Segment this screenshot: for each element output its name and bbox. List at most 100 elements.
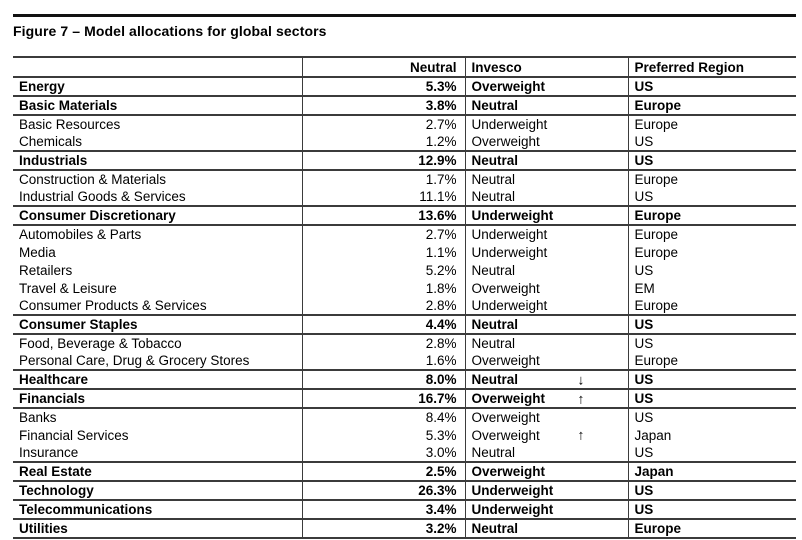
neutral-weight-cell: 8.4% bbox=[301, 408, 465, 426]
preferred-region-cell: Japan bbox=[627, 462, 796, 481]
preferred-region-cell: US bbox=[627, 261, 796, 279]
invesco-position-label: Overweight bbox=[471, 464, 546, 479]
preferred-region-cell: US bbox=[627, 133, 796, 151]
table-row: Financials 16.7% Overweight ↑ US bbox=[13, 389, 796, 408]
arrow-up-icon: ↑ bbox=[577, 390, 585, 407]
table-row: Insurance 3.0% Neutral US bbox=[13, 444, 796, 462]
invesco-position-label: Neutral bbox=[471, 336, 516, 351]
invesco-position-label: Overweight bbox=[471, 410, 540, 425]
table-row: Industrials 12.9% Neutral US bbox=[13, 151, 796, 170]
table-row: Food, Beverage & Tobacco 2.8% Neutral US bbox=[13, 334, 796, 352]
preferred-region-cell: US bbox=[627, 77, 796, 96]
invesco-position-label: Overweight bbox=[471, 280, 540, 296]
table-row: Banks 8.4% Overweight US bbox=[13, 408, 796, 426]
sector-cell: Energy bbox=[19, 79, 65, 94]
neutral-weight-cell: 5.2% bbox=[301, 261, 465, 279]
invesco-position-label: Neutral bbox=[471, 372, 519, 387]
neutral-weight-cell: 5.3% bbox=[301, 426, 465, 444]
sector-cell: Industrial Goods & Services bbox=[19, 189, 186, 204]
neutral-weight-cell: 2.7% bbox=[301, 225, 465, 243]
table-row: Real Estate 2.5% Overweight Japan bbox=[13, 462, 796, 481]
sector-cell: Consumer Products & Services bbox=[19, 298, 207, 313]
preferred-region-cell: US bbox=[627, 334, 796, 352]
preferred-region-cell: US bbox=[627, 151, 796, 170]
preferred-region-cell: Europe bbox=[627, 115, 796, 133]
preferred-region-cell: US bbox=[627, 389, 796, 408]
invesco-position-label: Underweight bbox=[471, 208, 554, 223]
invesco-position-cell: Neutral bbox=[464, 444, 628, 462]
preferred-region-cell: Europe bbox=[627, 170, 796, 188]
invesco-position-label: Neutral bbox=[471, 262, 516, 278]
table-row: Travel & Leisure 1.8% Overweight EM bbox=[13, 279, 796, 297]
table-row: Consumer Discretionary 13.6% Underweight… bbox=[13, 206, 796, 225]
sector-cell: Consumer Discretionary bbox=[19, 208, 176, 223]
neutral-weight-cell: 3.4% bbox=[301, 500, 465, 519]
sector-cell: Telecommunications bbox=[19, 502, 153, 517]
invesco-position-cell: Underweight bbox=[464, 115, 628, 133]
table-row: Technology 26.3% Underweight US bbox=[13, 481, 796, 500]
invesco-position-label: Neutral bbox=[471, 521, 519, 536]
sector-cell: Financial Services bbox=[19, 427, 129, 443]
sector-cell: Utilities bbox=[19, 521, 68, 536]
invesco-position-label: Underweight bbox=[471, 244, 548, 260]
arrow-up-icon: ↑ bbox=[577, 426, 585, 443]
invesco-position-label: Neutral bbox=[471, 189, 516, 204]
table-body: Energy 5.3% Overweight US Basic Material… bbox=[13, 77, 796, 538]
neutral-weight-cell: 5.3% bbox=[301, 77, 465, 96]
sector-cell: Financials bbox=[19, 391, 86, 406]
invesco-position-label: Underweight bbox=[471, 298, 548, 313]
invesco-position-label: Overweight bbox=[471, 427, 540, 443]
sector-cell: Healthcare bbox=[19, 372, 89, 387]
neutral-weight-cell: 1.7% bbox=[301, 170, 465, 188]
table-row: Financial Services 5.3% Overweight ↑ Jap… bbox=[13, 426, 796, 444]
invesco-position-label: Neutral bbox=[471, 445, 516, 460]
table-row: Personal Care, Drug & Grocery Stores 1.6… bbox=[13, 352, 796, 370]
sector-cell: Media bbox=[19, 244, 56, 260]
table-row: Chemicals 1.2% Overweight US bbox=[13, 133, 796, 151]
neutral-weight-cell: 13.6% bbox=[301, 206, 465, 225]
table-row: Automobiles & Parts 2.7% Underweight Eur… bbox=[13, 225, 796, 243]
sector-cell: Basic Resources bbox=[19, 117, 121, 132]
sector-cell: Real Estate bbox=[19, 464, 92, 479]
table-row: Energy 5.3% Overweight US bbox=[13, 77, 796, 96]
preferred-region-cell: Europe bbox=[627, 519, 796, 538]
top-rule-divider bbox=[13, 14, 796, 17]
sector-cell: Technology bbox=[19, 483, 94, 498]
invesco-position-label: Neutral bbox=[471, 153, 519, 168]
preferred-region-cell: Japan bbox=[627, 426, 796, 444]
invesco-position-cell: Underweight bbox=[464, 481, 628, 500]
invesco-position-cell: Neutral ↓ bbox=[464, 370, 628, 389]
neutral-weight-cell: 2.8% bbox=[301, 334, 465, 352]
preferred-region-cell: Europe bbox=[627, 297, 796, 315]
invesco-position-cell: Underweight bbox=[464, 206, 628, 225]
table-header-row: Neutral Invesco Preferred Region bbox=[13, 57, 796, 77]
invesco-position-cell: Neutral bbox=[464, 170, 628, 188]
preferred-region-cell: US bbox=[627, 408, 796, 426]
neutral-weight-cell: 12.9% bbox=[301, 151, 465, 170]
neutral-weight-cell: 2.8% bbox=[301, 297, 465, 315]
preferred-region-cell: Europe bbox=[627, 243, 796, 261]
invesco-position-cell: Overweight ↑ bbox=[464, 426, 628, 444]
preferred-region-cell: Europe bbox=[627, 225, 796, 243]
sector-cell: Automobiles & Parts bbox=[19, 227, 142, 242]
neutral-weight-cell: 1.8% bbox=[301, 279, 465, 297]
sector-cell: Food, Beverage & Tobacco bbox=[19, 336, 182, 351]
invesco-position-label: Neutral bbox=[471, 317, 519, 332]
column-header-invesco: Invesco bbox=[464, 57, 628, 77]
invesco-position-label: Underweight bbox=[471, 502, 554, 517]
preferred-region-cell: US bbox=[627, 188, 796, 206]
sector-cell: Consumer Staples bbox=[19, 317, 138, 332]
sector-cell: Basic Materials bbox=[19, 98, 118, 113]
sector-cell: Insurance bbox=[19, 445, 79, 460]
preferred-region-cell: US bbox=[627, 500, 796, 519]
invesco-position-cell: Overweight bbox=[464, 77, 628, 96]
neutral-weight-cell: 3.2% bbox=[301, 519, 465, 538]
invesco-position-label: Neutral bbox=[471, 172, 516, 187]
column-header-sector bbox=[13, 57, 302, 77]
preferred-region-cell: US bbox=[627, 481, 796, 500]
sector-cell: Personal Care, Drug & Grocery Stores bbox=[19, 353, 250, 368]
table-row: Industrial Goods & Services 11.1% Neutra… bbox=[13, 188, 796, 206]
table-row: Healthcare 8.0% Neutral ↓ US bbox=[13, 370, 796, 389]
preferred-region-cell: US bbox=[627, 444, 796, 462]
